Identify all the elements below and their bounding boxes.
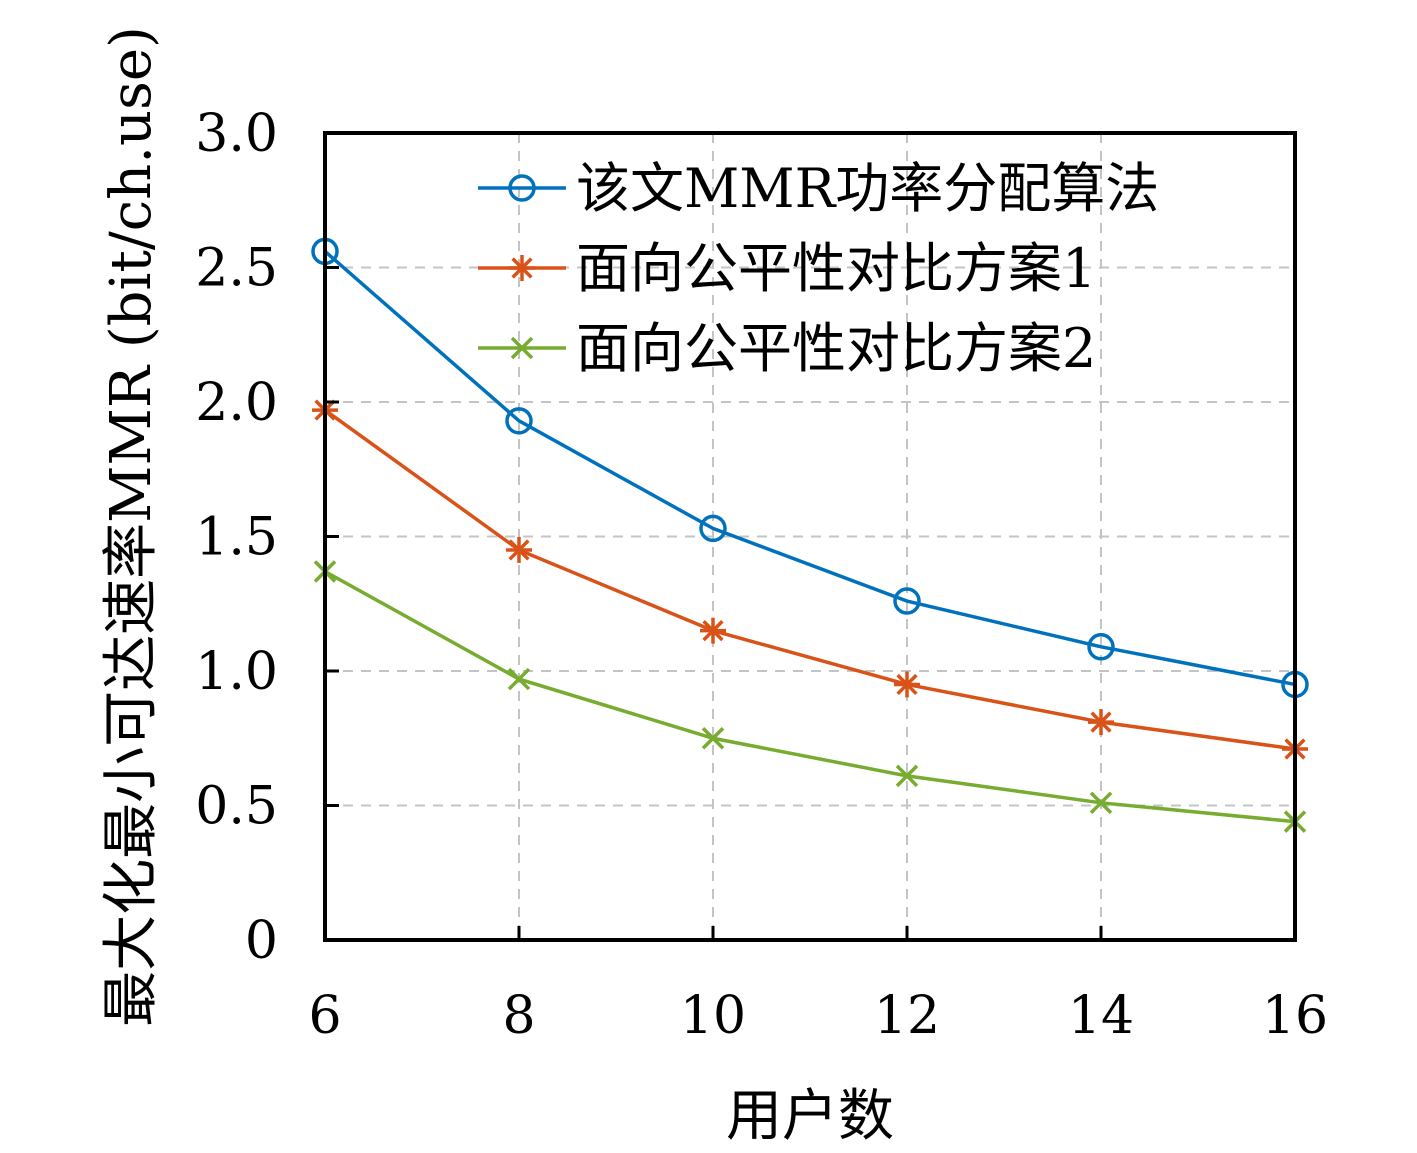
y-tick-label: 2.0 <box>195 373 278 433</box>
x-tick-label: 8 <box>502 986 535 1046</box>
x-axis-label: 用户数 <box>726 1084 894 1149</box>
data-point <box>700 617 726 644</box>
data-point <box>895 764 919 788</box>
series-line <box>324 569 1296 824</box>
legend-entry: 面向公平性对比方案2 <box>478 317 1096 380</box>
data-point <box>1089 791 1113 815</box>
series-1 <box>311 237 1309 699</box>
data-point <box>893 587 921 615</box>
series-line <box>323 408 1296 751</box>
legend-marker <box>510 336 534 360</box>
x-tick-label: 10 <box>680 986 746 1046</box>
y-tick-label: 0 <box>245 911 278 971</box>
data-point <box>701 727 725 750</box>
series-2 <box>312 397 1308 763</box>
grid <box>325 133 1295 940</box>
legend-label: 面向公平性对比方案2 <box>576 317 1096 380</box>
y-tick-label: 1.5 <box>195 508 278 568</box>
data-point <box>699 514 727 543</box>
legend-marker <box>509 255 535 281</box>
y-axis-label: 最大化最小可达速率MMR (bit/ch.use) <box>99 26 164 1027</box>
x-tick-label: 16 <box>1262 986 1328 1046</box>
y-tick-label: 0.5 <box>195 777 278 837</box>
x-tick-label: 14 <box>1068 986 1134 1046</box>
data-point <box>506 536 532 563</box>
y-tick-label: 1.0 <box>195 642 278 702</box>
data-point <box>894 671 920 698</box>
y-tick-label: 2.5 <box>195 239 278 299</box>
data-point <box>505 407 533 435</box>
legend-label: 面向公平性对比方案1 <box>576 237 1096 300</box>
y-tick-label: 3.0 <box>195 104 278 164</box>
legend-marker <box>508 174 536 202</box>
series-3 <box>313 560 1307 833</box>
legend-entry: 面向公平性对比方案1 <box>478 237 1096 300</box>
legend-entry: 该文MMR功率分配算法 <box>478 157 1159 220</box>
data-point <box>1087 633 1115 661</box>
data-point <box>507 667 531 691</box>
data-point <box>1088 709 1114 736</box>
x-tick-label: 6 <box>308 986 341 1046</box>
ticks: 6 8 10 12 14 16 0 0.5 1.0 1.5 2.0 2.5 3.0 <box>195 104 1328 1046</box>
series-line <box>323 250 1296 687</box>
legend-label: 该文MMR功率分配算法 <box>576 157 1159 220</box>
x-tick-label: 12 <box>874 986 940 1046</box>
